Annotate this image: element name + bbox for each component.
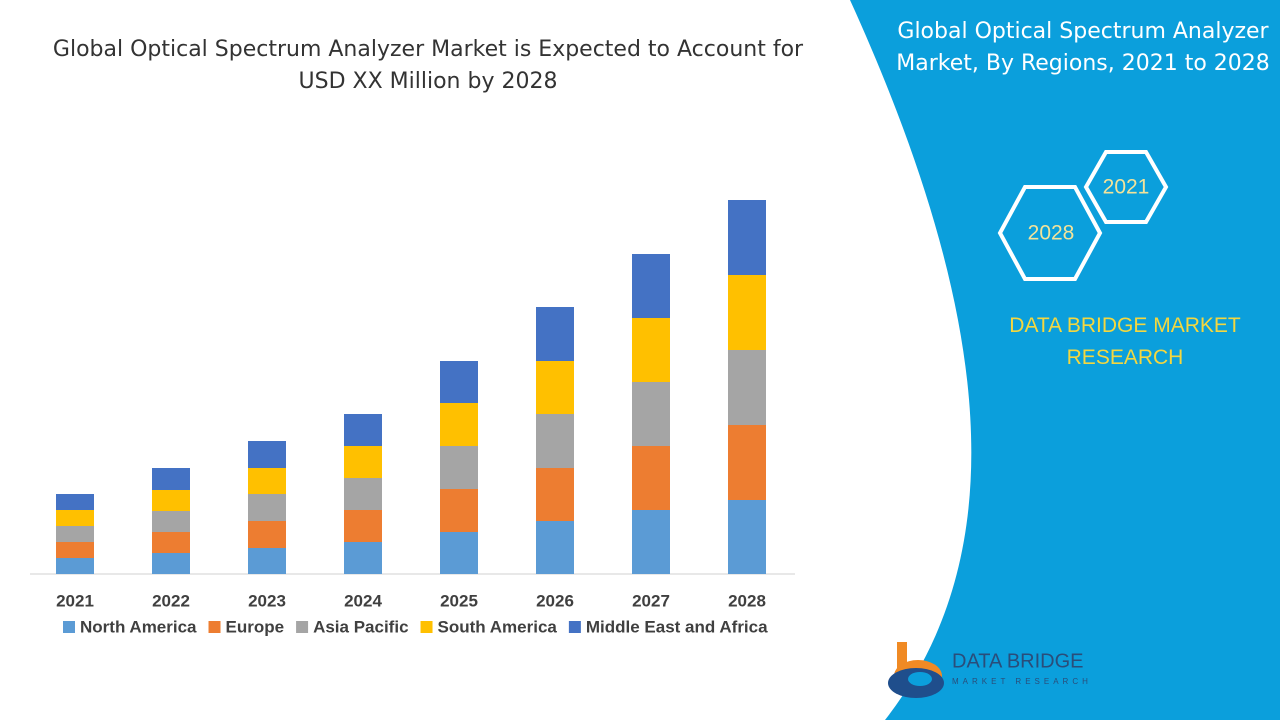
bar-segment: [56, 526, 94, 542]
bar-segment: [152, 532, 190, 553]
legend-swatch: [296, 621, 309, 633]
logo-hole: [908, 672, 932, 686]
bar-segment: [152, 553, 190, 574]
bar-segment: [152, 490, 190, 511]
bar-segment: [632, 382, 670, 446]
bar-segment: [248, 468, 286, 494]
legend-swatch: [208, 621, 221, 633]
hexagon: [1083, 150, 1169, 224]
bar-segment: [536, 521, 574, 574]
bar-segment: [632, 446, 670, 510]
hexagon-label: 2028: [1028, 222, 1075, 245]
logo-tagline: MARKET RESEARCH: [952, 677, 1092, 686]
bar-segment: [632, 318, 670, 382]
bar-segment: [248, 521, 286, 548]
hexagon-label: 2021: [1103, 176, 1150, 199]
x-tick-label: 2025: [440, 591, 478, 610]
brand-text: DATA BRIDGE MARKET RESEARCH: [1009, 314, 1241, 369]
bar-segment: [344, 478, 382, 510]
x-tick-label: 2021: [56, 591, 94, 610]
hexagon: [997, 185, 1103, 281]
bar-segment: [728, 500, 766, 574]
bar-segment: [632, 510, 670, 574]
legend-label: Asia Pacific: [313, 617, 408, 636]
chart-title: Global Optical Spectrum Analyzer Market …: [52, 37, 804, 94]
bar-segment: [440, 489, 478, 532]
x-tick-label: 2026: [536, 591, 574, 610]
logo-stem: [897, 642, 907, 684]
bar-segment: [152, 468, 190, 490]
bar-segment: [632, 254, 670, 318]
logo-icon: [888, 642, 944, 698]
bar-segment: [440, 361, 478, 403]
bar-segment: [344, 510, 382, 542]
bar-segment: [536, 414, 574, 468]
side-panel: [850, 0, 1280, 720]
x-tick-label: 2028: [728, 591, 766, 610]
bar-segment: [344, 446, 382, 478]
bar-segment: [344, 542, 382, 574]
bar-segment: [728, 200, 766, 275]
bar-segment: [56, 542, 94, 558]
x-tick-label: 2023: [248, 591, 286, 610]
legend-swatch: [420, 621, 433, 633]
bar-segment: [248, 441, 286, 468]
bar-segment: [56, 494, 94, 510]
bar-segment: [440, 446, 478, 489]
legend-label: North America: [80, 617, 197, 636]
bar-segment: [248, 494, 286, 521]
legend-label: Europe: [226, 617, 285, 636]
panel-title: Global Optical Spectrum Analyzer Market,…: [896, 19, 1270, 76]
bar-segment: [536, 307, 574, 361]
bar-segment: [56, 510, 94, 526]
bar-segment: [56, 558, 94, 574]
bar-segment: [152, 511, 190, 532]
bar-segment: [536, 468, 574, 521]
legend-swatch: [568, 621, 581, 633]
bar-segment: [440, 532, 478, 574]
bar-segment: [248, 548, 286, 574]
bar-segment: [728, 425, 766, 500]
bar-segment: [728, 275, 766, 350]
bar-segment: [440, 403, 478, 446]
legend-swatch: [63, 621, 75, 633]
logo-name: DATA BRIDGE: [952, 650, 1084, 672]
legend-label: South America: [438, 617, 558, 636]
x-tick-label: 2027: [632, 591, 670, 610]
x-tick-label: 2024: [344, 591, 382, 610]
legend-label: Middle East and Africa: [586, 617, 768, 636]
x-tick-label: 2022: [152, 591, 190, 610]
bar-segment: [536, 361, 574, 414]
bar-segment: [344, 414, 382, 446]
bar-segment: [728, 350, 766, 425]
